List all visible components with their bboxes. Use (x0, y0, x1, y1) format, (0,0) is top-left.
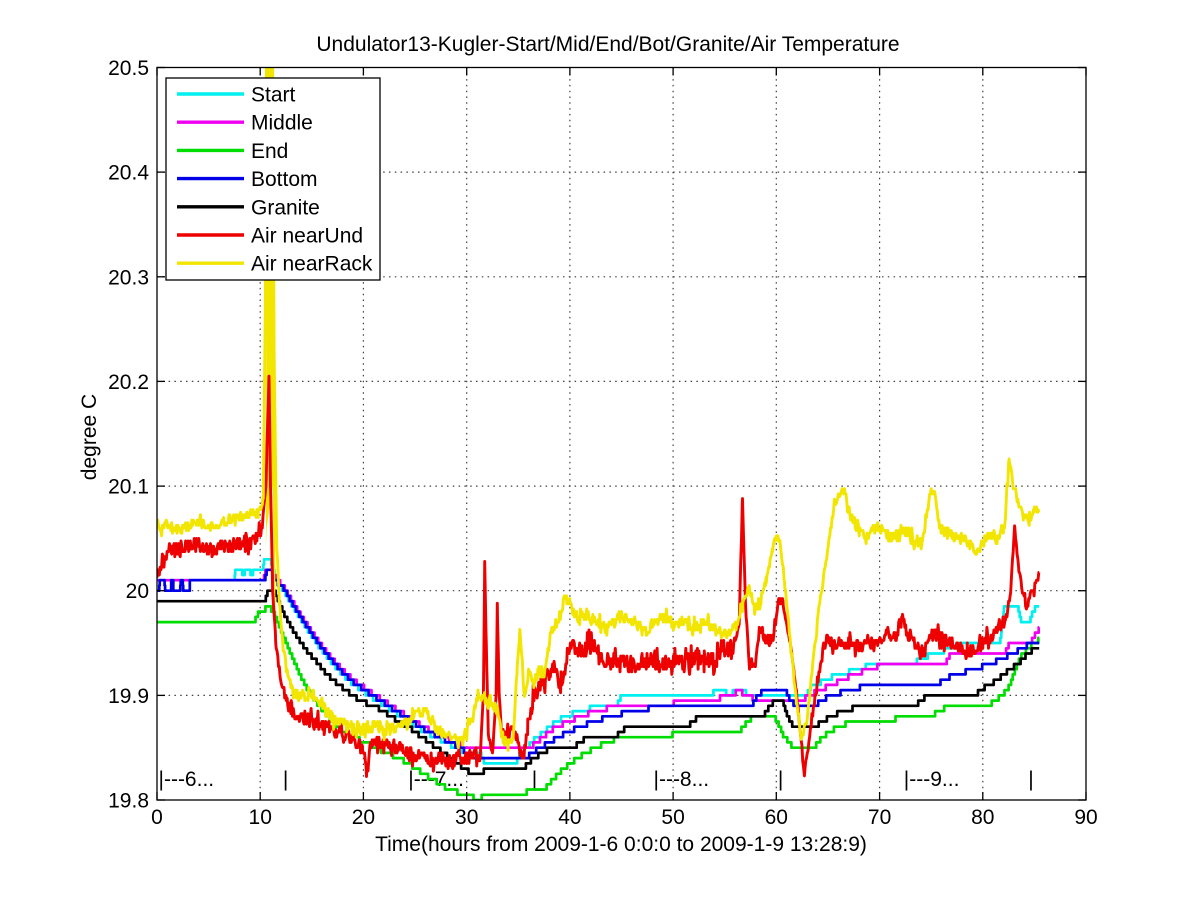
svg-text:20.1: 20.1 (108, 476, 149, 499)
svg-text:|---9...: |---9... (904, 768, 960, 791)
svg-text:10: 10 (249, 806, 272, 829)
svg-text:Time(hours from 2009-1-6 0:0:0: Time(hours from 2009-1-6 0:0:0 to 2009-1… (375, 833, 867, 856)
svg-text:20.3: 20.3 (108, 266, 149, 289)
svg-text:19.9: 19.9 (108, 685, 149, 708)
svg-text:20.4: 20.4 (108, 162, 149, 185)
svg-text:0: 0 (151, 806, 163, 829)
svg-text:20.2: 20.2 (108, 371, 149, 394)
svg-text:Middle: Middle (251, 112, 313, 135)
svg-text:|---6...: |---6... (159, 768, 215, 791)
svg-text:|: | (532, 768, 537, 791)
svg-text:Start: Start (251, 84, 296, 107)
svg-text:Air nearRack: Air nearRack (251, 253, 373, 276)
svg-text:Granite: Granite (251, 196, 320, 219)
svg-text:20.5: 20.5 (108, 57, 149, 80)
svg-text:|: | (1028, 768, 1033, 791)
svg-text:50: 50 (661, 806, 684, 829)
svg-text:30: 30 (455, 806, 478, 829)
svg-text:20: 20 (126, 580, 149, 603)
svg-text:|: | (778, 768, 783, 791)
svg-text:70: 70 (868, 806, 891, 829)
svg-text:|: | (283, 768, 288, 791)
svg-text:Bottom: Bottom (251, 168, 318, 191)
svg-text:19.8: 19.8 (108, 790, 149, 813)
svg-text:|---8...: |---8... (654, 768, 710, 791)
svg-text:80: 80 (971, 806, 994, 829)
svg-text:Undulator13-Kugler-Start/Mid/E: Undulator13-Kugler-Start/Mid/End/Bot/Gra… (316, 33, 899, 56)
svg-text:20: 20 (352, 806, 375, 829)
svg-text:40: 40 (558, 806, 581, 829)
svg-text:End: End (251, 140, 288, 163)
svg-text:90: 90 (1074, 806, 1097, 829)
svg-text:Air nearUnd: Air nearUnd (251, 225, 363, 248)
svg-text:degree C: degree C (78, 394, 101, 480)
svg-text:60: 60 (765, 806, 788, 829)
